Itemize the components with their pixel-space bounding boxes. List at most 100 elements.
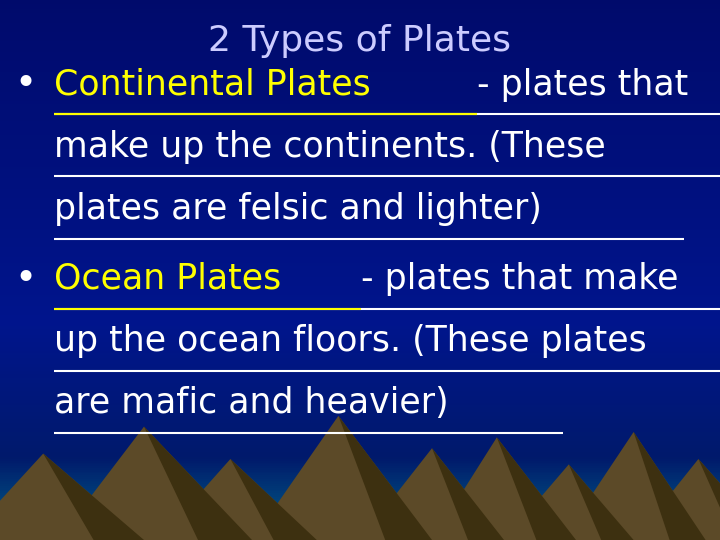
Bar [0, 497, 720, 498]
Bar [0, 104, 720, 106]
Bar [0, 491, 720, 493]
Bar [0, 49, 720, 50]
Bar [0, 279, 720, 281]
Bar [0, 315, 720, 317]
Bar [0, 128, 720, 130]
Bar [0, 393, 720, 394]
Bar [0, 454, 720, 455]
Bar [0, 272, 720, 274]
Bar [0, 22, 720, 23]
Bar [0, 63, 720, 65]
Bar [0, 20, 720, 22]
Bar [0, 385, 720, 387]
Text: - plates that make: - plates that make [361, 262, 679, 296]
Bar [0, 185, 720, 187]
Bar [0, 416, 720, 417]
Bar [0, 43, 720, 45]
Bar [0, 58, 720, 59]
Bar [0, 209, 720, 211]
Bar [0, 254, 720, 255]
Bar [0, 245, 720, 247]
Bar [0, 97, 720, 99]
Bar [0, 108, 720, 110]
Bar [0, 263, 720, 265]
Bar [0, 380, 720, 382]
Bar [0, 427, 720, 428]
Bar [0, 169, 720, 171]
Bar [0, 139, 720, 140]
Bar [0, 329, 720, 331]
Bar [0, 513, 720, 515]
Bar [0, 484, 720, 486]
Bar [0, 124, 720, 126]
Polygon shape [562, 432, 706, 540]
Bar [0, 76, 720, 77]
Bar [0, 292, 720, 293]
Bar [0, 371, 720, 373]
Bar [0, 200, 720, 201]
Bar [0, 160, 720, 162]
Bar [0, 241, 720, 243]
Bar [0, 306, 720, 308]
Bar [0, 120, 720, 123]
Bar [0, 528, 720, 529]
Bar [0, 508, 720, 509]
Bar [0, 430, 720, 432]
Bar [0, 130, 720, 131]
Bar [0, 349, 720, 351]
Bar [0, 455, 720, 457]
Bar [0, 135, 720, 137]
Bar [0, 65, 720, 66]
Polygon shape [634, 432, 706, 540]
Bar [0, 405, 720, 407]
Bar [0, 536, 720, 538]
Bar [0, 398, 720, 400]
Bar [0, 162, 720, 164]
Bar [0, 417, 720, 420]
Bar [0, 15, 720, 16]
Bar [0, 517, 720, 518]
Polygon shape [698, 459, 720, 540]
Bar [0, 308, 720, 309]
Bar [0, 23, 720, 25]
Bar [0, 255, 720, 258]
Bar [0, 468, 720, 470]
Bar [0, 447, 720, 448]
Bar [0, 474, 720, 475]
Bar [0, 538, 720, 540]
Bar [0, 475, 720, 477]
Bar [0, 533, 720, 535]
Bar [0, 232, 720, 234]
Bar [0, 441, 720, 443]
Bar [0, 490, 720, 491]
Polygon shape [569, 464, 634, 540]
Bar [0, 155, 720, 157]
Bar [0, 274, 720, 275]
Bar [0, 228, 720, 231]
Bar [0, 407, 720, 409]
Bar [0, 511, 720, 513]
Bar [0, 112, 720, 113]
Bar [0, 376, 720, 378]
Bar [0, 5, 720, 7]
Bar [0, 69, 720, 70]
Bar [0, 79, 720, 81]
Bar [0, 432, 720, 434]
Bar [0, 356, 720, 358]
Text: are mafic and heavier): are mafic and heavier) [54, 386, 449, 420]
Bar [0, 0, 720, 2]
Bar [0, 164, 720, 166]
Bar [0, 27, 720, 29]
Text: •: • [14, 262, 37, 298]
Bar [0, 312, 720, 313]
Bar [0, 493, 720, 495]
Bar [0, 464, 720, 466]
Bar [0, 45, 720, 47]
Bar [0, 261, 720, 263]
Bar [0, 47, 720, 49]
Bar [0, 401, 720, 403]
Bar [0, 86, 720, 88]
Bar [0, 115, 720, 117]
Bar [0, 396, 720, 398]
Bar [0, 466, 720, 468]
